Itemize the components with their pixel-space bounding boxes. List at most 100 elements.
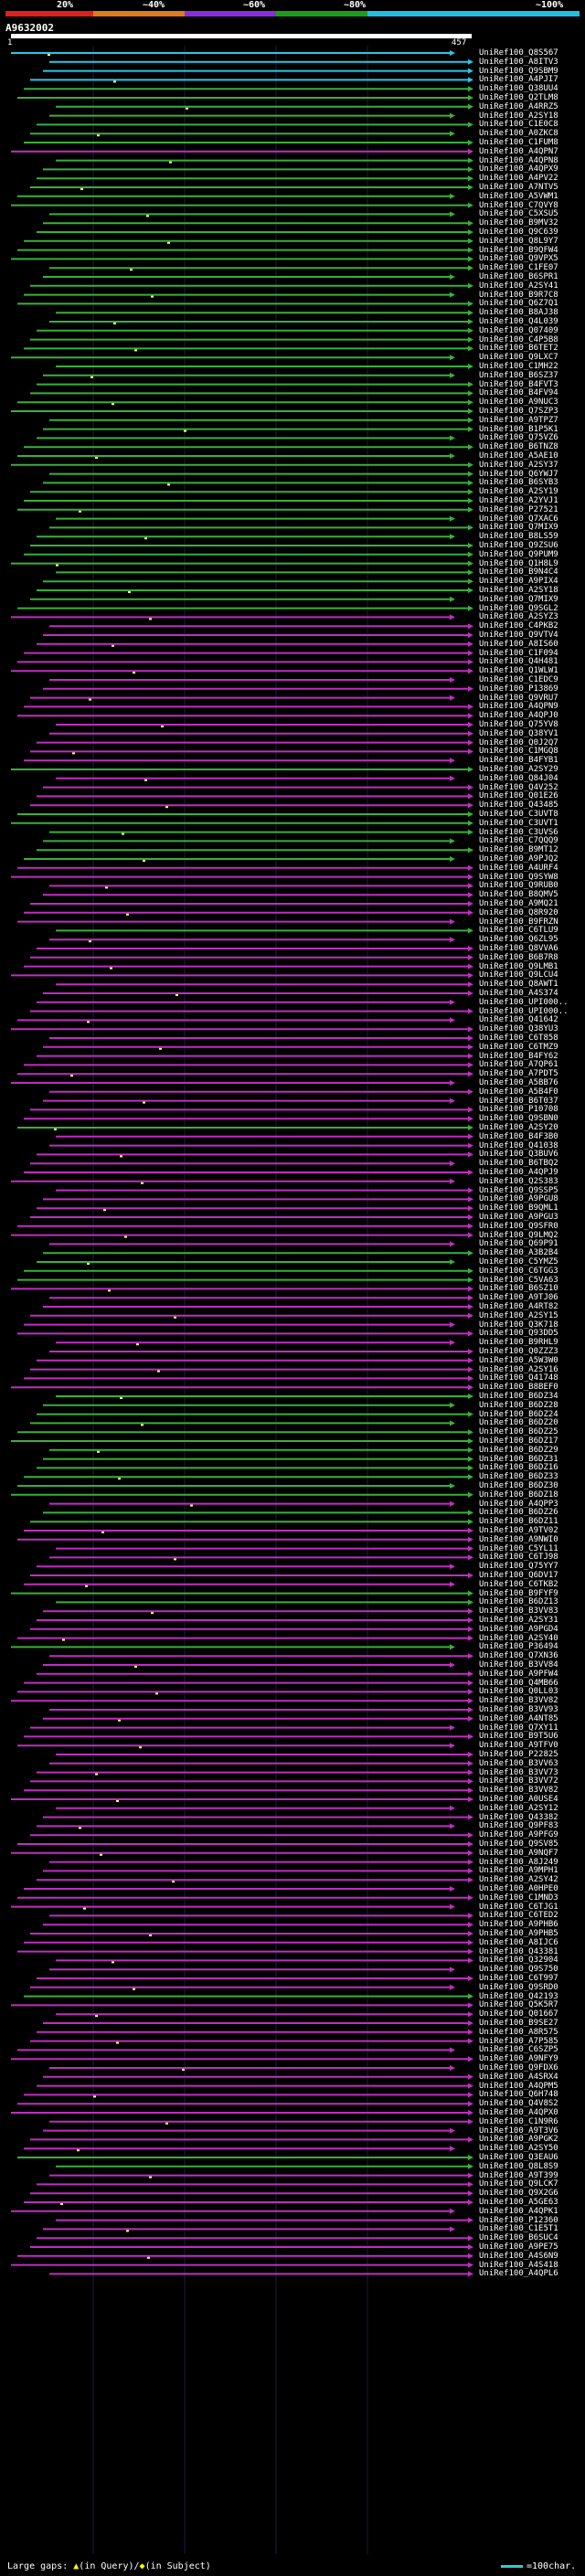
hit-bar[interactable] <box>24 1528 473 1533</box>
hit-label[interactable]: UniRef100_Q41748 <box>479 1373 558 1383</box>
hit-bar[interactable] <box>49 1447 473 1453</box>
hit-bar[interactable] <box>37 175 473 182</box>
hit-label[interactable]: UniRef100_B9QML1 <box>479 1203 558 1214</box>
hit-label[interactable]: UniRef100_A4QPX9 <box>479 164 558 175</box>
hit-label[interactable]: UniRef100_A4QPX0 <box>479 2108 558 2117</box>
hit-label[interactable]: UniRef100_Q9VTV4 <box>479 631 558 640</box>
hit-label[interactable]: UniRef100_B6SUC4 <box>479 2233 558 2243</box>
hit-bar[interactable] <box>49 211 455 217</box>
hit-label[interactable]: UniRef100_A5AE10 <box>479 451 558 461</box>
hit-bar[interactable] <box>37 1259 455 1265</box>
hit-bar[interactable] <box>56 1340 455 1346</box>
hit-label[interactable]: UniRef100_Q41038 <box>479 1140 558 1150</box>
hit-bar[interactable] <box>30 1008 473 1014</box>
hit-label[interactable]: UniRef100_B9FRZN <box>479 917 558 927</box>
hit-bar[interactable] <box>11 1903 455 1910</box>
hit-label[interactable]: UniRef100_A2SY29 <box>479 765 558 774</box>
hit-label[interactable]: UniRef100_A2SY31 <box>479 1616 558 1625</box>
hit-bar[interactable] <box>17 918 455 925</box>
hit-bar[interactable] <box>43 372 455 378</box>
hit-bar[interactable] <box>56 1957 473 1964</box>
hit-label[interactable]: UniRef100_B6DZ13 <box>479 1597 558 1607</box>
hit-label[interactable]: UniRef100_C3UVT1 <box>479 818 558 828</box>
hit-label[interactable]: UniRef100_Q7MIX9 <box>479 523 558 533</box>
hit-label[interactable]: UniRef100_B6T037 <box>479 1096 558 1106</box>
hit-bar[interactable] <box>11 408 473 414</box>
hit-label[interactable]: UniRef100_B6DZ20 <box>479 1418 558 1428</box>
hit-bar[interactable] <box>49 1707 473 1712</box>
hit-bar[interactable] <box>43 1402 455 1408</box>
hit-bar[interactable] <box>49 417 473 423</box>
hit-label[interactable]: UniRef100_Q8L8S9 <box>479 2161 558 2171</box>
hit-label[interactable]: UniRef100_A4QPL6 <box>479 2269 558 2279</box>
hit-bar[interactable] <box>17 193 455 199</box>
hit-bar[interactable] <box>37 1769 473 1776</box>
hit-label[interactable]: UniRef100_A2SY12 <box>479 1803 558 1813</box>
hit-label[interactable]: UniRef100_Q8VVA6 <box>479 944 558 953</box>
hit-bar[interactable] <box>17 1330 473 1337</box>
hit-label[interactable]: UniRef100_B6DZ33 <box>479 1472 558 1482</box>
hit-label[interactable]: UniRef100_A2SY18 <box>479 586 558 595</box>
hit-label[interactable]: UniRef100_A4QPJ0 <box>479 711 558 721</box>
hit-bar[interactable] <box>17 95 473 101</box>
hit-label[interactable]: UniRef100_A4S418 <box>479 2260 558 2270</box>
hit-bar[interactable] <box>37 793 473 800</box>
hit-bar[interactable] <box>37 739 473 746</box>
hit-label[interactable]: UniRef100_Q2TLM8 <box>479 93 558 102</box>
hit-label[interactable]: UniRef100_A4S6N9 <box>479 2251 558 2261</box>
hit-label[interactable]: UniRef100_B6DZ26 <box>479 1508 558 1518</box>
hit-label[interactable]: UniRef100_Q0ZZZ3 <box>479 1347 558 1356</box>
hit-bar[interactable] <box>37 534 455 540</box>
hit-bar[interactable] <box>49 1653 473 1659</box>
hit-bar[interactable] <box>17 1223 473 1229</box>
hit-bar[interactable] <box>24 86 473 92</box>
hit-label[interactable]: UniRef100_C6TKB2 <box>479 1579 558 1589</box>
hit-bar[interactable] <box>17 1483 455 1489</box>
hit-label[interactable]: UniRef100_Q9FDX6 <box>479 2063 558 2072</box>
hit-label[interactable]: UniRef100_Q9SYW8 <box>479 872 558 882</box>
hit-label[interactable]: UniRef100_Q9PUM9 <box>479 549 558 559</box>
hit-label[interactable]: UniRef100_B6DZ17 <box>479 1436 558 1446</box>
hit-bar[interactable] <box>17 2155 473 2160</box>
hit-label[interactable]: UniRef100_A2SY18 <box>479 111 558 121</box>
hit-bar[interactable] <box>49 1859 473 1865</box>
hit-label[interactable]: UniRef100_Q5K5R7 <box>479 2000 558 2010</box>
hit-label[interactable]: UniRef100_B6DZ24 <box>479 1409 558 1419</box>
hit-bar[interactable] <box>56 364 473 369</box>
hit-bar[interactable] <box>56 1805 455 1811</box>
hit-label[interactable]: UniRef100_Q9RUB0 <box>479 881 558 891</box>
hit-bar[interactable] <box>11 461 473 468</box>
hit-label[interactable]: UniRef100_B9RHL9 <box>479 1338 558 1348</box>
hit-label[interactable]: UniRef100_A9PFG9 <box>479 1830 558 1840</box>
hit-bar[interactable] <box>11 668 473 674</box>
hit-label[interactable]: UniRef100_B8QMV5 <box>479 890 558 900</box>
hit-bar[interactable] <box>43 1814 473 1820</box>
hit-bar[interactable] <box>17 1948 473 1955</box>
hit-label[interactable]: UniRef100_B3VV73 <box>479 1767 558 1777</box>
hit-label[interactable]: UniRef100_A9T3V6 <box>479 2125 558 2136</box>
hit-bar[interactable] <box>49 2271 473 2277</box>
hit-bar[interactable] <box>11 1384 473 1391</box>
hit-label[interactable]: UniRef100_Q4V252 <box>479 782 558 792</box>
hit-label[interactable]: UniRef100_Q43381 <box>479 1946 558 1956</box>
hit-label[interactable]: UniRef100_A4QPP3 <box>479 1499 558 1509</box>
hit-label[interactable]: UniRef100_Q6H748 <box>479 2090 558 2100</box>
hit-label[interactable]: UniRef100_A9TFV0 <box>479 1741 558 1751</box>
hit-bar[interactable] <box>56 928 473 934</box>
hit-bar[interactable] <box>24 1993 473 1999</box>
hit-label[interactable]: UniRef100_Q9SBM9 <box>479 66 558 76</box>
hit-label[interactable]: UniRef100_P27521 <box>479 504 558 514</box>
hit-label[interactable]: UniRef100_A0ZKC8 <box>479 129 558 139</box>
hit-bar[interactable] <box>56 2163 473 2169</box>
hit-bar[interactable] <box>11 560 473 567</box>
hit-label[interactable]: UniRef100_B6TBQ2 <box>479 1159 558 1169</box>
hit-label[interactable]: UniRef100_A7PDT5 <box>479 1069 558 1079</box>
hit-bar[interactable] <box>11 820 473 826</box>
hit-bar[interactable] <box>17 713 473 719</box>
hit-label[interactable]: UniRef100_P22825 <box>479 1750 558 1759</box>
hit-bar[interactable] <box>17 2047 455 2053</box>
hit-bar[interactable] <box>30 131 455 137</box>
hit-label[interactable]: UniRef100_C1MND3 <box>479 1892 558 1903</box>
hit-bar[interactable] <box>30 1519 473 1525</box>
hit-bar[interactable] <box>30 1931 473 1936</box>
